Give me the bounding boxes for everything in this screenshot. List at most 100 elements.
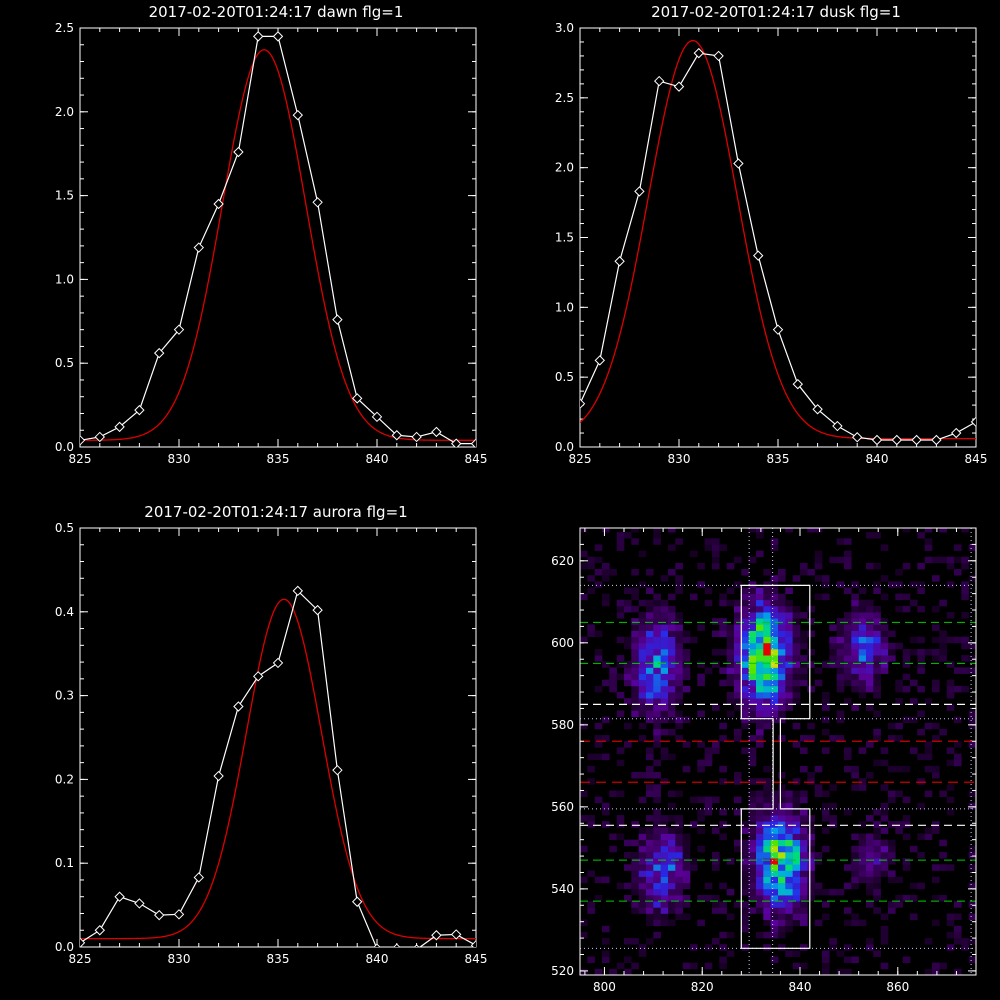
- heatmap-cell: [858, 624, 867, 631]
- heatmap-cell: [756, 612, 764, 619]
- heatmap-cell: [646, 612, 654, 619]
- heatmap-cell: [726, 636, 735, 644]
- heatmap-cell: [734, 704, 742, 711]
- heatmap-cell: [638, 839, 647, 847]
- heatmap-cell: [836, 950, 845, 957]
- heatmap-cell: [858, 833, 867, 840]
- heatmap-cell: [602, 599, 610, 607]
- heatmap-cell: [866, 636, 874, 644]
- heatmap-cell: [866, 876, 874, 884]
- heatmap-cell: [682, 667, 691, 674]
- heatmap-cell: [748, 778, 757, 785]
- heatmap-cell: [763, 692, 771, 699]
- heatmap-cell: [968, 845, 976, 853]
- heatmap-cell: [756, 741, 764, 748]
- heatmap-cell: [646, 587, 654, 594]
- data-point: [911, 434, 922, 446]
- data-point: [173, 909, 185, 920]
- heatmap-cell: [653, 772, 661, 779]
- heatmap-cell: [734, 808, 742, 816]
- heatmap-cell: [660, 747, 669, 754]
- heatmap-cell: [792, 882, 801, 890]
- heatmap-cell: [734, 661, 742, 668]
- heatmap-cell: [866, 618, 874, 625]
- heatmap-cell: [587, 778, 595, 785]
- heatmap-cell: [873, 685, 881, 693]
- heatmap-cell: [873, 581, 881, 588]
- heatmap-cell: [668, 569, 676, 576]
- x-tick-label: 840: [866, 452, 889, 466]
- heatmap-cell: [719, 901, 727, 908]
- heatmap-cell: [946, 796, 955, 804]
- heatmap-cell: [704, 802, 713, 810]
- heatmap-cell: [741, 852, 749, 859]
- heatmap-cell: [939, 649, 947, 656]
- heatmap-cell: [778, 772, 786, 779]
- heatmap-cell: [719, 667, 727, 674]
- heatmap-cell: [653, 667, 661, 674]
- heatmap-cell: [719, 833, 727, 840]
- heatmap-cell: [734, 778, 742, 785]
- heatmap-cell: [939, 864, 947, 871]
- heatmap-cell: [719, 944, 727, 951]
- heatmap-cell: [844, 618, 852, 625]
- heatmap-cell: [682, 673, 691, 681]
- heatmap-cell: [616, 532, 625, 539]
- heatmap-cell: [653, 528, 661, 533]
- heatmap-cell: [660, 870, 669, 877]
- heatmap-cell: [741, 821, 749, 828]
- heatmap-cell: [756, 593, 764, 601]
- heatmap-cell: [653, 839, 661, 847]
- heatmap-cell: [778, 649, 786, 656]
- heatmap-cell: [748, 716, 757, 724]
- heatmap-cell: [807, 685, 815, 693]
- heatmap-cell: [932, 649, 940, 656]
- heatmap-cell: [719, 962, 727, 970]
- heatmap-cell: [800, 821, 808, 828]
- heatmap-cell: [822, 698, 830, 705]
- y-tick-label: 1.0: [55, 272, 74, 286]
- heatmap-cell: [748, 704, 757, 711]
- heatmap-cell: [873, 895, 881, 902]
- heatmap-cell: [858, 858, 867, 865]
- heatmap-cell: [675, 901, 683, 908]
- heatmap-cell: [638, 599, 647, 607]
- heatmap-cell: [770, 655, 779, 662]
- heatmap-cell: [873, 735, 881, 742]
- heatmap-cell: [770, 599, 779, 607]
- heatmap-cell: [844, 956, 852, 963]
- heatmap-cell: [668, 667, 676, 674]
- heatmap-cell: [748, 790, 757, 797]
- heatmap-cell: [792, 852, 801, 859]
- heatmap-cell: [785, 649, 793, 656]
- heatmap-cell: [697, 562, 705, 570]
- heatmap-cell: [822, 747, 830, 754]
- heatmap-cell: [792, 649, 801, 656]
- heatmap-cell: [778, 913, 786, 920]
- heatmap-cell: [792, 845, 801, 853]
- heatmap-cell: [917, 852, 925, 859]
- heatmap-cell: [924, 556, 933, 564]
- heatmap-cell: [668, 544, 676, 551]
- heatmap-cell: [778, 821, 786, 828]
- heatmap-cell: [653, 901, 661, 908]
- heatmap-cell: [675, 833, 683, 840]
- heatmap-cell: [968, 901, 976, 908]
- heatmap-cell: [734, 630, 742, 637]
- heatmap-cell: [866, 612, 874, 619]
- data-point: [693, 47, 705, 59]
- heatmap-cell: [756, 790, 764, 797]
- heatmap-cell: [866, 655, 874, 662]
- heatmap-cell: [814, 784, 823, 791]
- heatmap-cell: [646, 765, 654, 773]
- heatmap-cell: [814, 765, 823, 773]
- heatmap-cell: [748, 735, 757, 742]
- heatmap-cell: [660, 876, 669, 884]
- heatmap-cell: [763, 679, 771, 687]
- heatmap-cell: [756, 796, 764, 804]
- heatmap-cell: [624, 605, 632, 613]
- data-point: [950, 427, 962, 439]
- heatmap-cell: [741, 747, 749, 754]
- heatmap-cell: [682, 685, 691, 693]
- heatmap-cell: [829, 784, 837, 791]
